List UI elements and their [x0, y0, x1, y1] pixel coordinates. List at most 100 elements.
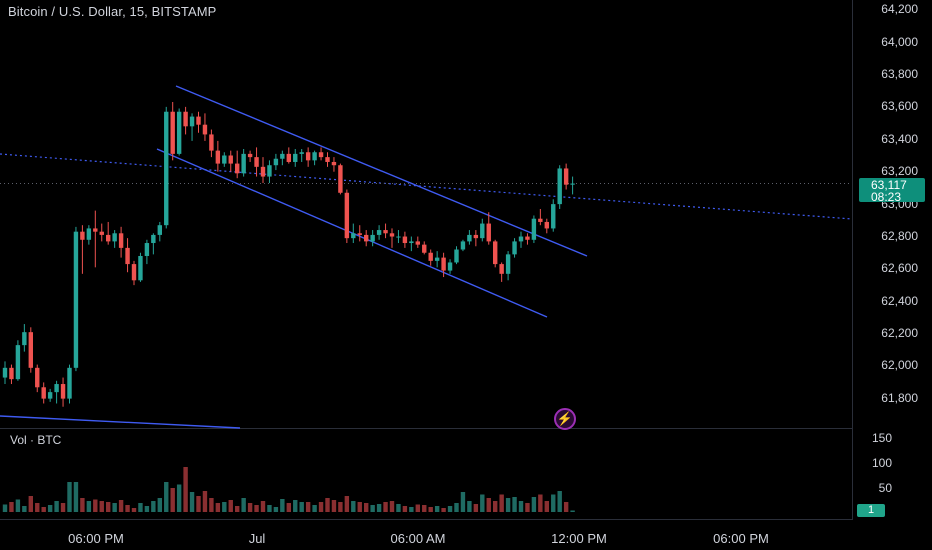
candle-body: [112, 233, 117, 242]
price-tick: 64,000: [881, 35, 918, 49]
candle-body: [60, 384, 66, 399]
volume-bar: [286, 503, 291, 512]
candle-body: [357, 233, 362, 235]
bar-countdown: 08:23: [871, 190, 902, 204]
candle-body: [538, 218, 543, 222]
candle-body: [480, 223, 485, 239]
volume-bar: [293, 500, 298, 512]
volume-bar: [215, 503, 221, 512]
volume-bar: [2, 504, 8, 512]
candle-body: [73, 231, 79, 368]
volume-bar: [9, 502, 14, 512]
volume-bar: [112, 503, 117, 512]
candle-body: [434, 257, 440, 261]
volume-bar: [428, 507, 433, 512]
candle-body: [54, 384, 59, 393]
volume-bar: [389, 501, 395, 512]
candle-body: [557, 168, 562, 205]
bottom-trendline: [0, 415, 241, 429]
candle-body: [47, 392, 53, 399]
volume-bar: [241, 498, 246, 512]
volume-bar: [41, 507, 46, 512]
volume-bar: [267, 505, 272, 512]
candle-body: [518, 236, 524, 242]
volume-bar: [364, 503, 369, 512]
volume-bar: [512, 497, 517, 512]
candle-body: [351, 233, 356, 239]
volume-bar: [551, 494, 556, 512]
channel-lower-line: [156, 148, 548, 318]
candle-body: [228, 155, 233, 164]
volume-bar: [383, 502, 388, 512]
volume-bar: [563, 502, 569, 512]
candle-body: [409, 241, 414, 244]
volume-bar: [415, 504, 420, 512]
volume-bar: [183, 467, 188, 512]
candle-body: [267, 165, 272, 177]
last-volume-badge: 1: [857, 504, 885, 517]
candle-body: [402, 236, 408, 244]
candle-body: [151, 234, 156, 244]
candle-body: [415, 241, 420, 245]
time-tick: 12:00 PM: [551, 531, 607, 546]
candle-body: [106, 234, 111, 242]
last-price-badge: 63,117 08:23: [859, 178, 925, 204]
candle-body: [499, 264, 504, 274]
volume-bar: [228, 500, 233, 512]
candle-body: [118, 233, 124, 248]
volume-bar: [434, 506, 440, 512]
volume-bar: [486, 498, 491, 512]
lightning-bolt-icon[interactable]: ⚡: [554, 408, 576, 430]
price-tick: 62,400: [881, 294, 918, 308]
candle-body: [125, 247, 130, 265]
candle-body: [35, 367, 40, 388]
volume-bar: [131, 508, 137, 512]
volume-bar: [499, 494, 504, 512]
volume-bar: [99, 501, 104, 512]
volume-tick: 50: [878, 481, 892, 495]
volume-bar: [254, 505, 259, 512]
candle-body: [447, 262, 453, 271]
time-tick: 06:00 PM: [713, 531, 769, 546]
candle-body: [525, 236, 530, 240]
candle-body: [305, 152, 311, 161]
volume-bar: [15, 499, 21, 512]
volume-bar: [338, 502, 343, 512]
volume-bar: [538, 494, 543, 512]
candle-body: [473, 234, 479, 239]
price-tick: 63,600: [881, 99, 918, 113]
volume-bar: [151, 501, 156, 512]
channel-upper-line: [175, 85, 588, 257]
volume-bar: [93, 499, 98, 512]
volume-bar: [318, 502, 324, 512]
volume-bar: [312, 505, 317, 512]
candle-body: [428, 252, 433, 261]
candle-body: [241, 153, 246, 174]
candle-body: [22, 332, 27, 346]
candle-body: [209, 134, 214, 151]
candle-body: [344, 192, 350, 239]
candle-body: [493, 241, 498, 265]
volume-bar: [409, 507, 414, 512]
candle-body: [235, 163, 240, 174]
time-tick: 06:00 PM: [68, 531, 124, 546]
volume-tick: 150: [871, 431, 892, 445]
price-tick: 62,000: [881, 358, 918, 372]
volume-bar: [402, 506, 408, 512]
candle-body: [467, 234, 472, 242]
volume-bar: [235, 506, 240, 512]
candle-body: [28, 332, 33, 368]
volume-bar: [325, 498, 330, 512]
candle-body: [441, 257, 446, 271]
volume-bar: [299, 502, 304, 512]
candle-body: [370, 234, 375, 242]
candle-body: [460, 241, 466, 250]
price-tick: 61,800: [881, 391, 918, 405]
volume-bar: [144, 506, 150, 512]
volume-bar: [531, 497, 537, 512]
time-tick: 06:00 AM: [390, 531, 446, 546]
volume-bar: [473, 504, 479, 512]
candle-body: [131, 264, 137, 281]
